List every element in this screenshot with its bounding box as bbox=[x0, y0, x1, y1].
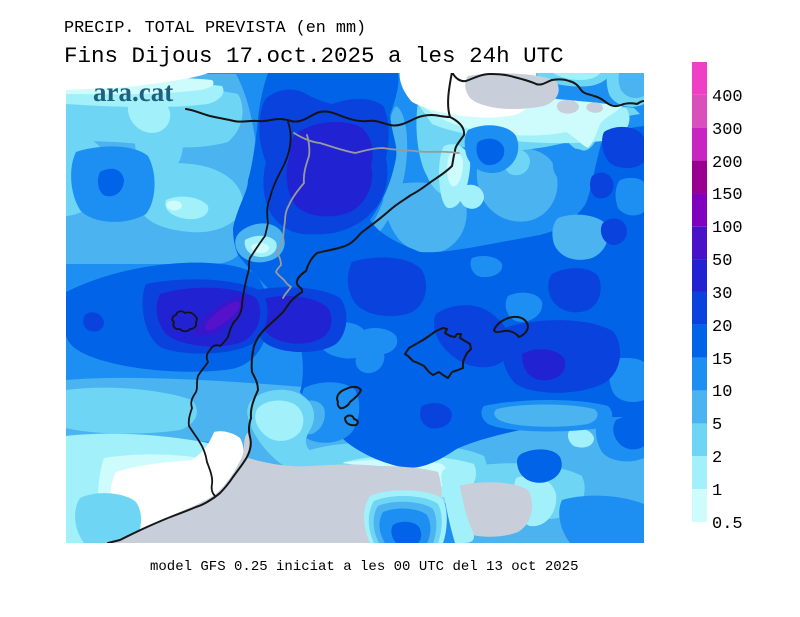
svg-text:300: 300 bbox=[712, 121, 743, 140]
svg-text:2: 2 bbox=[712, 449, 722, 468]
svg-text:15: 15 bbox=[712, 351, 732, 370]
svg-text:1: 1 bbox=[712, 482, 722, 501]
svg-text:10: 10 bbox=[712, 383, 732, 402]
svg-text:Fins Dijous 17.oct.2025 a le: Fins Dijous 17.oct.2025 a les 24h UTC bbox=[64, 43, 564, 69]
svg-text:PRECIP. TOTAL PREVISTA (en mm): PRECIP. TOTAL PREVISTA (en mm) bbox=[64, 19, 366, 38]
svg-text:ara.cat: ara.cat bbox=[93, 77, 173, 107]
svg-text:20: 20 bbox=[712, 318, 732, 337]
svg-text:0.5: 0.5 bbox=[712, 515, 743, 534]
svg-text:30: 30 bbox=[712, 285, 732, 304]
svg-text:200: 200 bbox=[712, 154, 743, 173]
svg-text:150: 150 bbox=[712, 186, 743, 205]
svg-text:100: 100 bbox=[712, 219, 743, 238]
svg-text:model GFS 0.25 iniciat a les 0: model GFS 0.25 iniciat a les 00 UTC del … bbox=[150, 559, 578, 575]
svg-text:50: 50 bbox=[712, 252, 732, 271]
svg-text:400: 400 bbox=[712, 88, 743, 107]
svg-text:5: 5 bbox=[712, 416, 722, 435]
